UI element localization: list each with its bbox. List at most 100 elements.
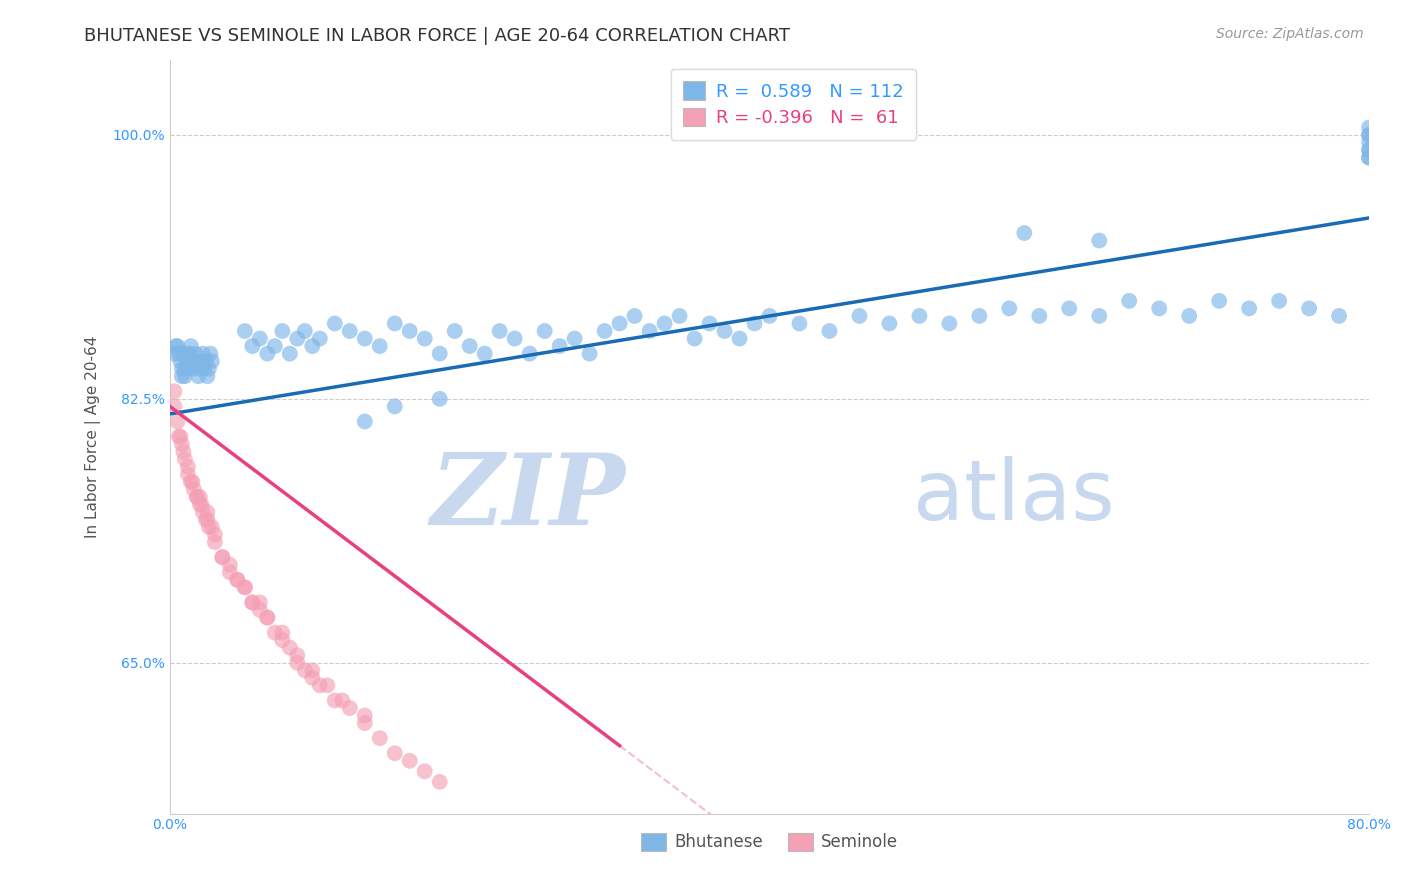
Point — [163, 384, 186, 399]
Point — [190, 354, 212, 368]
Point — [176, 354, 198, 368]
Point — [609, 317, 631, 331]
Point — [301, 339, 323, 353]
Point — [668, 309, 690, 323]
Point — [353, 708, 375, 723]
Point — [233, 580, 256, 594]
Point — [186, 490, 208, 504]
Point — [218, 566, 240, 580]
Point — [193, 361, 215, 376]
Point — [593, 324, 616, 338]
Point — [623, 309, 645, 323]
Point — [181, 475, 204, 489]
Point — [699, 317, 721, 331]
Point — [316, 678, 339, 692]
Point — [1014, 226, 1036, 240]
Point — [353, 415, 375, 429]
Point — [218, 558, 240, 572]
Point — [1118, 293, 1140, 308]
Point — [204, 535, 226, 549]
Point — [166, 415, 188, 429]
Point — [848, 309, 870, 323]
Point — [169, 429, 191, 443]
Point — [519, 346, 541, 360]
Point — [1358, 143, 1381, 157]
Point — [186, 490, 208, 504]
Point — [271, 633, 294, 648]
Point — [564, 332, 586, 346]
Point — [285, 332, 308, 346]
Point — [1358, 128, 1381, 142]
Point — [211, 550, 233, 565]
Point — [278, 346, 301, 360]
Point — [1268, 293, 1291, 308]
Point — [339, 701, 361, 715]
Point — [173, 369, 195, 384]
Point — [353, 332, 375, 346]
Point — [398, 754, 420, 768]
Point — [728, 332, 751, 346]
Point — [195, 512, 218, 526]
Point — [429, 775, 451, 789]
Point — [177, 346, 200, 360]
Point — [1358, 136, 1381, 150]
Point — [818, 324, 841, 338]
Point — [233, 324, 256, 338]
Point — [201, 354, 224, 368]
Point — [183, 361, 205, 376]
Point — [240, 339, 263, 353]
Point — [1088, 234, 1111, 248]
Point — [173, 452, 195, 467]
Point — [384, 317, 406, 331]
Point — [488, 324, 510, 338]
Point — [308, 678, 330, 692]
Point — [165, 339, 187, 353]
Point — [263, 339, 285, 353]
Point — [301, 663, 323, 677]
Point — [1358, 120, 1381, 135]
Point — [240, 595, 263, 609]
Point — [548, 339, 571, 353]
Point — [1358, 151, 1381, 165]
Point — [1237, 301, 1260, 316]
Point — [578, 346, 600, 360]
Point — [173, 361, 195, 376]
Point — [184, 346, 207, 360]
Point — [301, 671, 323, 685]
Y-axis label: In Labor Force | Age 20-64: In Labor Force | Age 20-64 — [86, 335, 101, 538]
Point — [638, 324, 661, 338]
Point — [1059, 301, 1081, 316]
Point — [167, 346, 190, 360]
Point — [413, 332, 436, 346]
Point — [429, 392, 451, 406]
Point — [285, 656, 308, 670]
Point — [368, 731, 391, 746]
Point — [503, 332, 526, 346]
Point — [429, 346, 451, 360]
Point — [263, 625, 285, 640]
Point — [249, 332, 271, 346]
Point — [170, 369, 193, 384]
Point — [177, 361, 200, 376]
Point — [190, 497, 212, 511]
Point — [200, 346, 222, 360]
Point — [226, 573, 249, 587]
Point — [413, 764, 436, 779]
Point — [323, 317, 346, 331]
Point — [163, 400, 186, 414]
Point — [938, 317, 960, 331]
Point — [758, 309, 780, 323]
Text: BHUTANESE VS SEMINOLE IN LABOR FORCE | AGE 20-64 CORRELATION CHART: BHUTANESE VS SEMINOLE IN LABOR FORCE | A… — [84, 27, 790, 45]
Point — [969, 309, 991, 323]
Point — [172, 346, 194, 360]
Point — [474, 346, 496, 360]
Point — [908, 309, 931, 323]
Point — [713, 324, 735, 338]
Point — [368, 339, 391, 353]
Point — [169, 354, 191, 368]
Point — [226, 573, 249, 587]
Point — [384, 746, 406, 760]
Point — [195, 369, 218, 384]
Point — [256, 346, 278, 360]
Point — [198, 520, 221, 534]
